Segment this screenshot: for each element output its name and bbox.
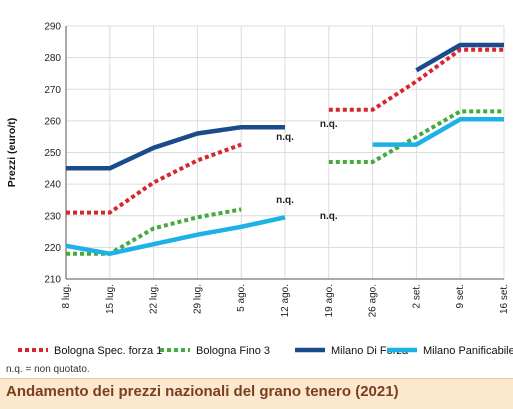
annotations: n.q. n.q. n.q. n.q.: [276, 119, 338, 222]
legend-label: Bologna Fino 3: [196, 345, 270, 357]
x-tick-label: 22 lug.: [149, 284, 160, 314]
series-line-2-segment-0: [66, 124, 285, 171]
legend: Bologna Spec. forza 1 Bologna Fino 3 Milan…: [18, 345, 513, 357]
nq-annotation: n.q.: [320, 211, 338, 222]
x-tick-label: 15 lug.: [105, 284, 116, 314]
y-tick-label: 210: [44, 275, 61, 286]
nq-annotation: n.q.: [276, 132, 294, 143]
series-line-0-segment-1: [328, 47, 504, 112]
series-line-3-segment-1: [372, 117, 504, 147]
x-tick-labels: 8 lug. 15 lug. 22 lug. 29 lug. 5 ago. 12 ago.…: [61, 284, 510, 317]
series-line-1-segment-1: [328, 109, 504, 164]
axes: [65, 26, 504, 280]
x-tick-label: 2 set.: [411, 284, 422, 308]
y-tick-label: 260: [44, 116, 61, 127]
series-lines: [65, 42, 504, 256]
legend-label: Bologna Spec. forza 1: [54, 345, 162, 357]
y-tick-labels: 210 220 230 240 250 260 270 280 290: [44, 22, 61, 286]
y-tick-label: 220: [44, 243, 61, 254]
x-tick-label: 26 ago.: [368, 284, 379, 317]
grid-lines: [65, 25, 505, 280]
series-line-1-segment-0: [66, 207, 242, 256]
y-tick-label: 280: [44, 53, 61, 64]
y-tick-label: 250: [44, 148, 61, 159]
series-line-2-segment-1: [415, 42, 504, 73]
x-tick-label: 12 ago.: [280, 284, 291, 317]
nq-annotation: n.q.: [276, 195, 294, 206]
x-tick-label: 8 lug.: [61, 284, 72, 308]
series-line-0-segment-0: [66, 142, 242, 215]
x-tick-label: 29 lug.: [192, 284, 203, 314]
x-tick-label: 19 ago.: [324, 284, 335, 317]
y-tick-label: 270: [44, 85, 61, 96]
y-tick-label: 290: [44, 22, 61, 33]
footnote: n.q. = non quotato.: [6, 364, 90, 375]
x-tick-label: 16 set.: [499, 284, 510, 314]
x-tick-label: 9 set.: [455, 284, 466, 308]
chart-title: Andamento dei prezzi nazionali del grano…: [6, 383, 399, 400]
x-tick-label: 5 ago.: [236, 284, 247, 312]
title-bar: Andamento dei prezzi nazionali del grano…: [0, 378, 513, 409]
nq-annotation: n.q.: [320, 119, 338, 130]
price-chart: 210 220 230 240 250 260 270 280 290 8 lug. 15 lug…: [6, 22, 513, 358]
y-tick-label: 230: [44, 211, 61, 222]
legend-label: Milano Panificabile: [423, 345, 513, 357]
y-tick-label: 240: [44, 180, 61, 191]
y-axis-title: Prezzi (euro/t): [6, 118, 18, 187]
series-line-3-segment-0: [65, 215, 286, 256]
